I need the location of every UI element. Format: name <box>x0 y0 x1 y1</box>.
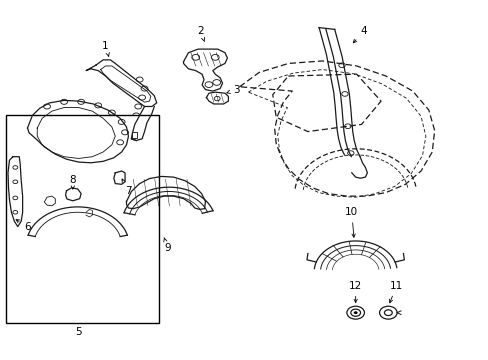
Text: 12: 12 <box>348 281 362 302</box>
Bar <box>5 116 159 323</box>
Text: 10: 10 <box>345 207 358 237</box>
Text: 5: 5 <box>75 327 82 337</box>
Text: 3: 3 <box>226 85 239 95</box>
Text: 6: 6 <box>16 220 31 231</box>
Text: 2: 2 <box>197 26 204 42</box>
Text: 8: 8 <box>69 175 76 189</box>
Circle shape <box>353 311 357 314</box>
Text: 9: 9 <box>163 238 170 253</box>
Text: 11: 11 <box>388 281 403 303</box>
Text: 1: 1 <box>102 41 109 56</box>
Text: 7: 7 <box>122 179 131 196</box>
Text: 4: 4 <box>353 26 366 43</box>
